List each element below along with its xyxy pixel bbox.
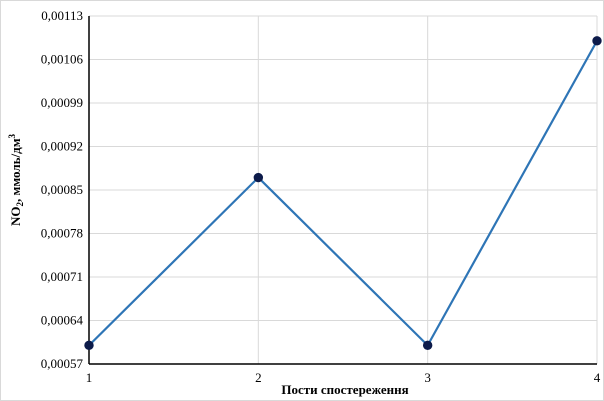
y-tick-label: 0,00078 [41, 226, 83, 241]
data-point-marker [422, 340, 433, 351]
x-tick-label: 1 [86, 370, 93, 385]
y-axis-title-base: NO [8, 207, 23, 227]
y-tick-label: 0,00085 [41, 182, 83, 197]
y-axis-title-superscript: 3 [7, 133, 17, 138]
y-axis-title-unit: , ммоль/дм [8, 138, 23, 202]
y-tick-label: 0,00106 [41, 52, 84, 67]
x-tick-label: 4 [594, 370, 601, 385]
y-tick-label: 0,00092 [41, 139, 83, 154]
y-axis-title-subscript: 2 [15, 202, 25, 207]
grid-layer [89, 15, 598, 364]
axis-layer [88, 16, 597, 365]
x-axis-title: Пости спостереження [281, 382, 408, 397]
label-layer: 0,00057 0,00064 0,00071 0,00078 0,00085 0,000… [41, 8, 601, 385]
marker-layer [84, 36, 602, 351]
y-tick-label: 0,00071 [41, 269, 83, 284]
data-point-marker [253, 172, 264, 183]
series-line [88, 40, 598, 348]
y-tick-label: 0,00064 [41, 313, 84, 328]
data-point-marker [592, 36, 602, 46]
x-tick-label: 3 [424, 370, 431, 385]
y-tick-label: 0,00057 [41, 356, 84, 371]
y-tick-label: 0,00099 [41, 95, 83, 110]
data-point-marker [84, 340, 94, 351]
x-tick-label: 2 [255, 370, 262, 385]
series-layer [88, 40, 598, 348]
y-tick-label: 0,00113 [41, 8, 83, 23]
y-axis-title: NO2, ммоль/дм3 [7, 133, 25, 226]
